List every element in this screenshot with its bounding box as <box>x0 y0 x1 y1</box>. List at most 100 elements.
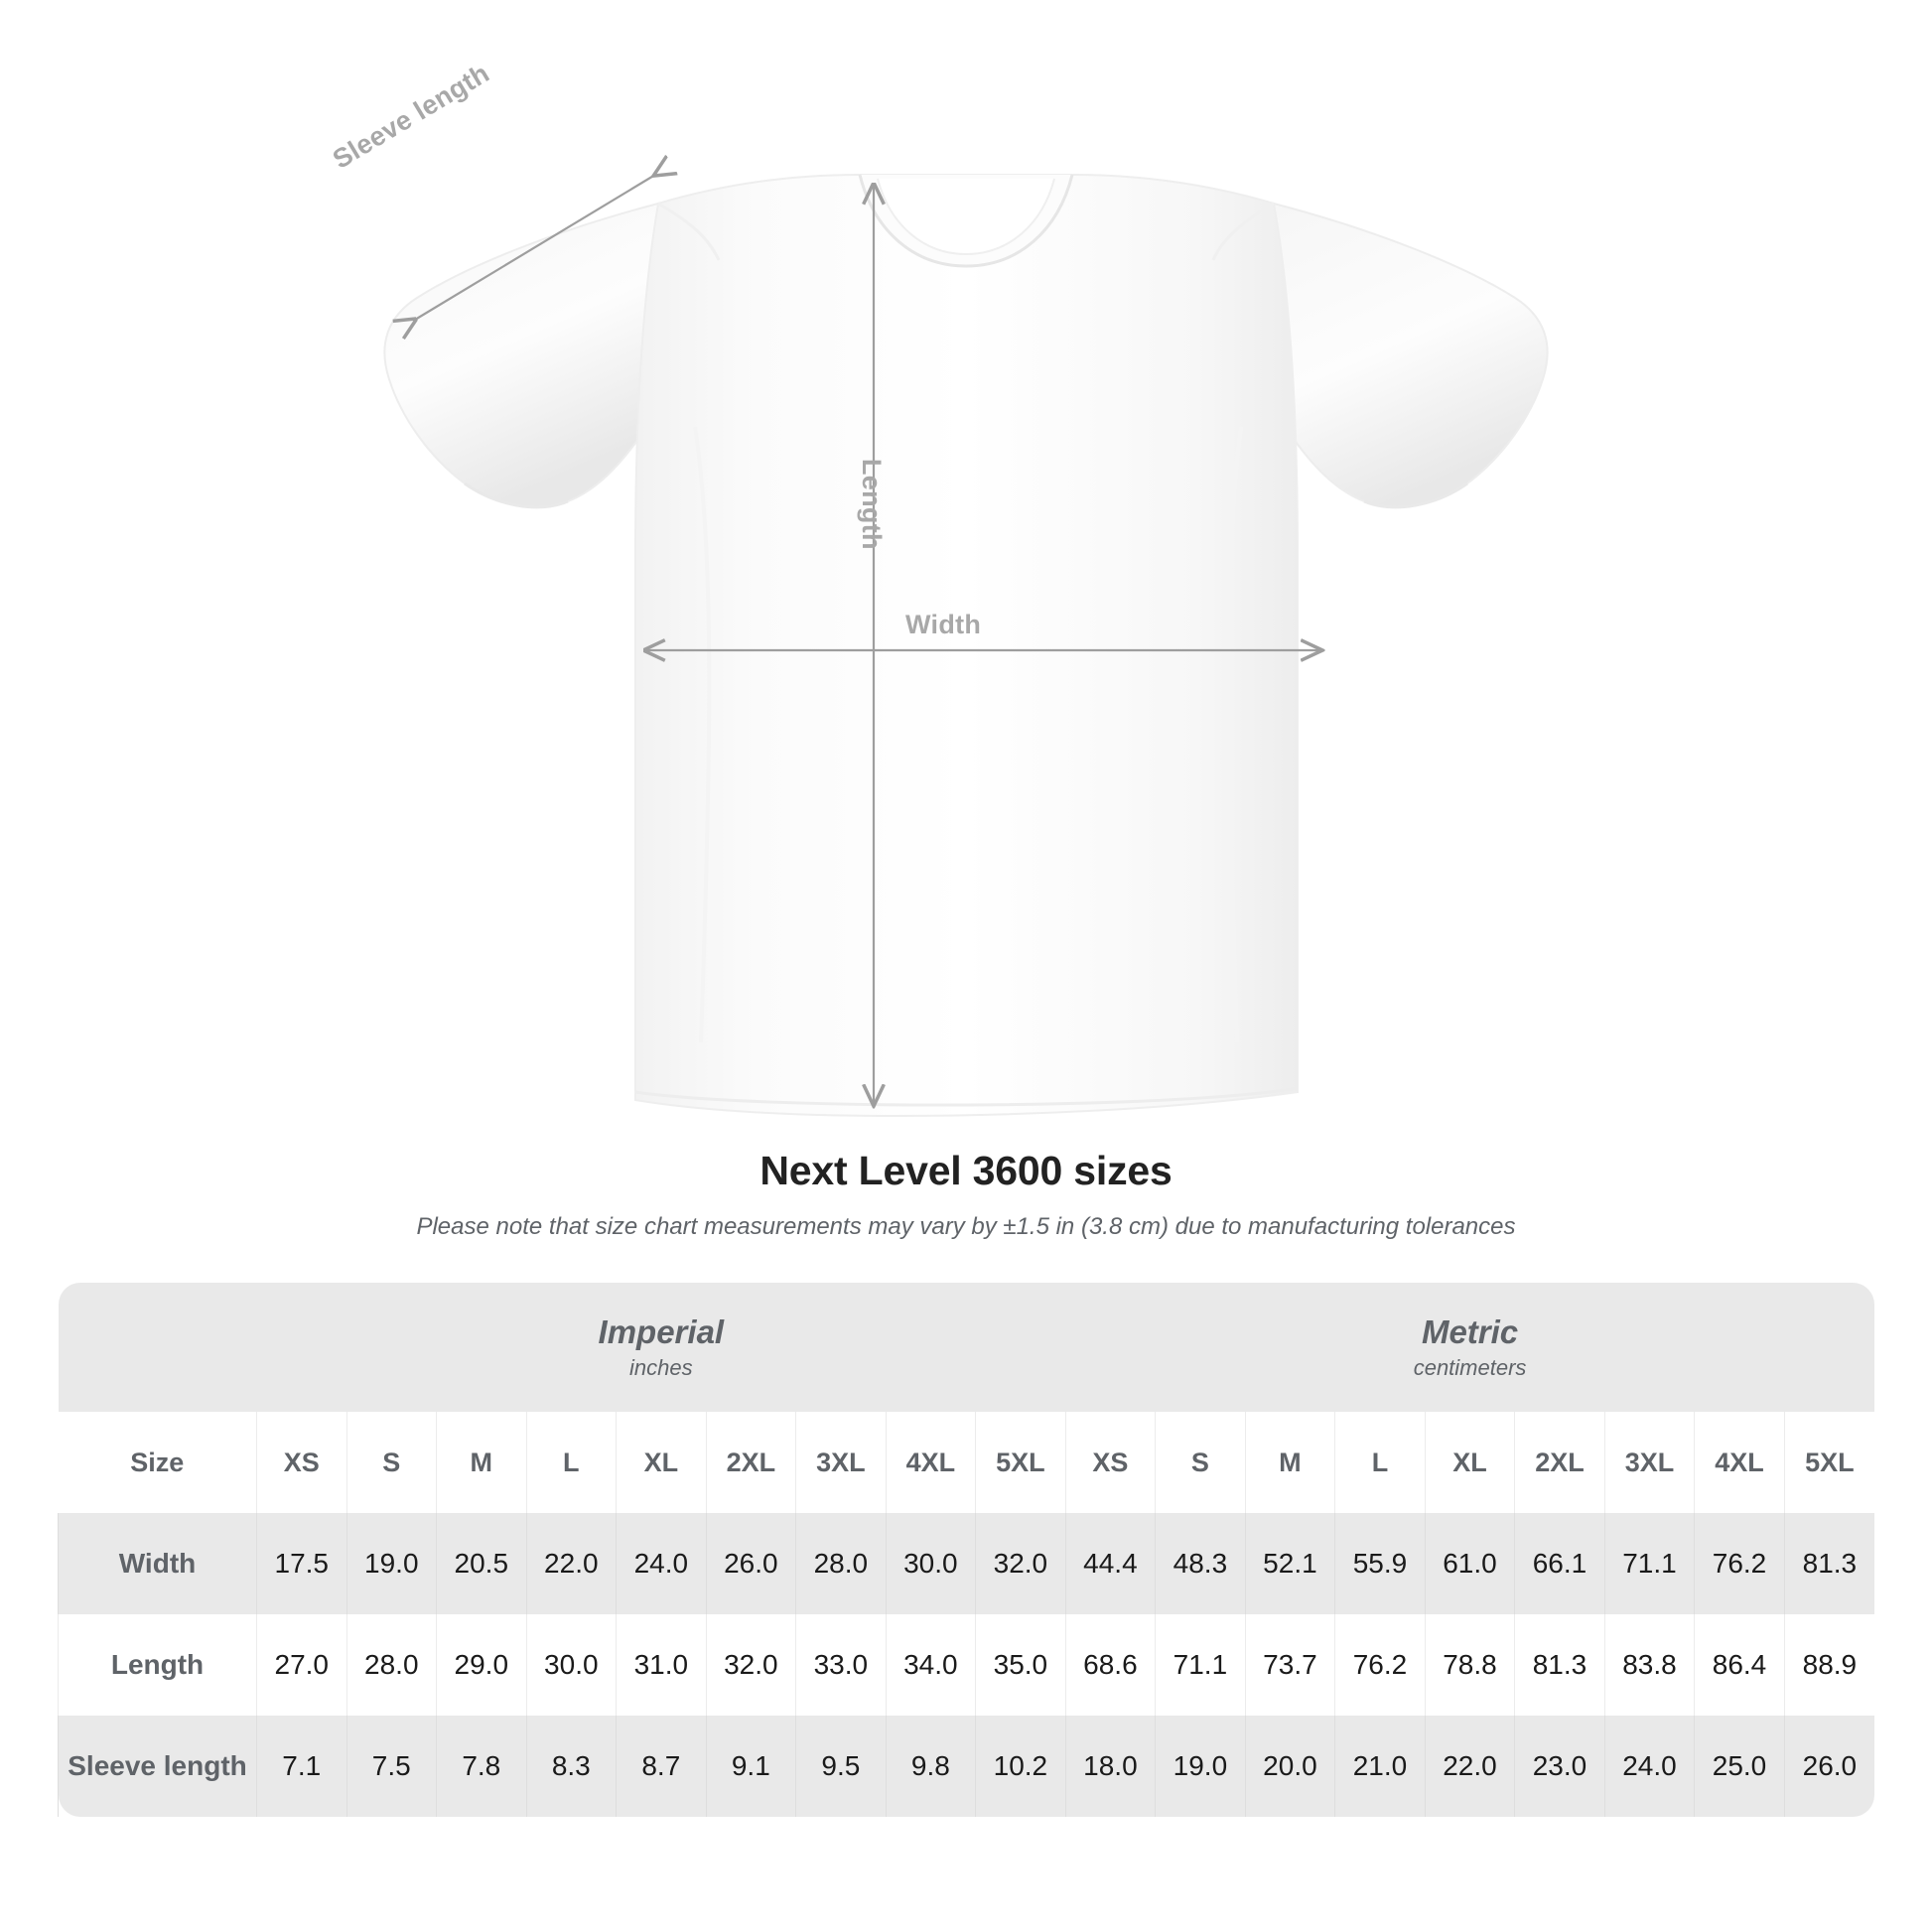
cell-imperial-4xl: 30.0 <box>885 1513 976 1614</box>
cell-imperial-m: 29.0 <box>436 1614 527 1716</box>
cell-metric-s: 71.1 <box>1155 1614 1246 1716</box>
table-row: Sleeve length 7.1 7.5 7.8 8.3 8.7 9.1 9.5 9.8 10.… <box>58 1716 1874 1817</box>
size-table: Imperial inches Metric centimeters Size XS S M L… <box>58 1283 1874 1817</box>
cell-imperial-s: 28.0 <box>345 1614 437 1716</box>
cell-metric-l: 76.2 <box>1334 1614 1426 1716</box>
cell-imperial-xs: 17.5 <box>256 1513 347 1614</box>
cell-imperial-xl: 31.0 <box>616 1614 707 1716</box>
size-header-2xl-imperial: 2XL <box>705 1412 796 1513</box>
size-header-l-imperial: L <box>525 1412 617 1513</box>
row-label-length: Length <box>58 1614 257 1716</box>
cell-imperial-l: 22.0 <box>525 1513 617 1614</box>
cell-metric-s: 19.0 <box>1155 1716 1246 1817</box>
size-header-m-imperial: M <box>436 1412 527 1513</box>
cell-imperial-s: 7.5 <box>345 1716 437 1817</box>
cell-metric-4xl: 76.2 <box>1694 1513 1785 1614</box>
size-header-xs-metric: XS <box>1064 1412 1156 1513</box>
size-table-wrapper: Imperial inches Metric centimeters Size XS S M L… <box>58 1283 1874 1817</box>
tshirt-diagram: Sleeve length Length Width <box>328 0 1549 1118</box>
cell-imperial-xl: 24.0 <box>616 1513 707 1614</box>
cell-imperial-4xl: 34.0 <box>885 1614 976 1716</box>
cell-metric-3xl: 24.0 <box>1603 1716 1695 1817</box>
size-header-3xl-imperial: 3XL <box>795 1412 887 1513</box>
fabric-fold <box>693 426 712 1043</box>
unit-group-name: Metric <box>1421 1312 1519 1350</box>
size-header-5xl-imperial: 5XL <box>975 1412 1066 1513</box>
cell-imperial-5xl: 32.0 <box>975 1513 1066 1614</box>
row-label-width: Width <box>58 1513 257 1614</box>
cell-imperial-4xl: 9.8 <box>885 1716 976 1817</box>
cell-metric-5xl: 88.9 <box>1783 1614 1874 1716</box>
fabric-fold <box>1226 426 1243 1043</box>
cell-metric-m: 73.7 <box>1244 1614 1335 1716</box>
cell-imperial-l: 30.0 <box>525 1614 617 1716</box>
cell-imperial-m: 7.8 <box>436 1716 527 1817</box>
cell-metric-xs: 18.0 <box>1064 1716 1156 1817</box>
cell-metric-2xl: 66.1 <box>1514 1513 1605 1614</box>
size-header-s-metric: S <box>1155 1412 1246 1513</box>
tshirt-illustration <box>383 0 1549 1118</box>
right-shoulder-seam <box>1211 202 1275 261</box>
table-row: Width 17.5 19.0 20.5 22.0 24.0 26.0 28.0 30.0 32.… <box>58 1513 1874 1614</box>
size-header-xl-imperial: XL <box>616 1412 707 1513</box>
unit-group-unit: inches <box>629 1355 693 1381</box>
cell-imperial-3xl: 9.5 <box>795 1716 887 1817</box>
size-header-5xl-metric: 5XL <box>1783 1412 1874 1513</box>
cell-metric-m: 20.0 <box>1244 1716 1335 1817</box>
cell-metric-s: 48.3 <box>1155 1513 1246 1614</box>
size-header-s-imperial: S <box>345 1412 437 1513</box>
size-header-3xl-metric: 3XL <box>1603 1412 1695 1513</box>
collar-inner <box>877 178 1055 256</box>
left-cuff <box>464 482 569 509</box>
unit-group-row: Imperial inches Metric centimeters <box>58 1283 1874 1412</box>
cell-imperial-xl: 8.7 <box>616 1716 707 1817</box>
cell-imperial-m: 20.5 <box>436 1513 527 1614</box>
cell-metric-l: 21.0 <box>1334 1716 1426 1817</box>
cell-imperial-2xl: 26.0 <box>705 1513 796 1614</box>
cell-metric-2xl: 81.3 <box>1514 1614 1605 1716</box>
cell-metric-l: 55.9 <box>1334 1513 1426 1614</box>
right-cuff <box>1363 482 1468 509</box>
cell-metric-xs: 44.4 <box>1064 1513 1156 1614</box>
unit-group-name: Imperial <box>598 1312 725 1350</box>
cell-imperial-3xl: 33.0 <box>795 1614 887 1716</box>
unit-group-imperial: Imperial inches <box>256 1283 1066 1412</box>
cell-imperial-5xl: 10.2 <box>975 1716 1066 1817</box>
cell-metric-5xl: 81.3 <box>1783 1513 1874 1614</box>
cell-imperial-l: 8.3 <box>525 1716 617 1817</box>
size-header-m-metric: M <box>1244 1412 1335 1513</box>
sleeve-measure-line <box>415 175 655 320</box>
size-header-xl-metric: XL <box>1424 1412 1515 1513</box>
shirt-body <box>634 174 1299 1118</box>
unit-spacer-cell <box>58 1283 257 1412</box>
cell-metric-xl: 22.0 <box>1424 1716 1515 1817</box>
cell-metric-3xl: 83.8 <box>1603 1614 1695 1716</box>
cell-metric-2xl: 23.0 <box>1514 1716 1605 1817</box>
left-sleeve <box>383 202 660 508</box>
size-header-4xl-metric: 4XL <box>1694 1412 1785 1513</box>
cell-metric-xs: 68.6 <box>1064 1614 1156 1716</box>
size-header-xs-imperial: XS <box>256 1412 347 1513</box>
unit-group-unit: centimeters <box>1413 1355 1527 1381</box>
cell-imperial-3xl: 28.0 <box>795 1513 887 1614</box>
cell-metric-3xl: 71.1 <box>1603 1513 1695 1614</box>
cell-metric-xl: 61.0 <box>1424 1513 1515 1614</box>
size-header-label: Size <box>58 1412 257 1513</box>
row-label-sleeve-length: Sleeve length <box>58 1716 257 1817</box>
page-title: Next Level 3600 sizes <box>759 1148 1173 1193</box>
unit-group-metric: Metric centimeters <box>1065 1283 1874 1412</box>
bottom-hem <box>634 1086 1299 1107</box>
size-header-row: Size XS S M L XL 2XL 3XL 4XL 5XL XS S M L XL 2XL 3XL 4XL 5… <box>58 1412 1874 1513</box>
cell-imperial-5xl: 35.0 <box>975 1614 1066 1716</box>
cell-metric-5xl: 26.0 <box>1783 1716 1874 1817</box>
tolerance-note: Please note that size chart measurements… <box>416 1213 1516 1240</box>
cell-imperial-2xl: 9.1 <box>705 1716 796 1817</box>
cell-metric-xl: 78.8 <box>1424 1614 1515 1716</box>
table-row: Length 27.0 28.0 29.0 30.0 31.0 32.0 33.0 34.0 35… <box>58 1614 1874 1716</box>
cell-metric-4xl: 25.0 <box>1694 1716 1785 1817</box>
title-block: Next Level 3600 sizes Please note that s… <box>0 1148 1932 1241</box>
cell-imperial-2xl: 32.0 <box>705 1614 796 1716</box>
cell-imperial-xs: 27.0 <box>256 1614 347 1716</box>
cell-imperial-xs: 7.1 <box>256 1716 347 1817</box>
